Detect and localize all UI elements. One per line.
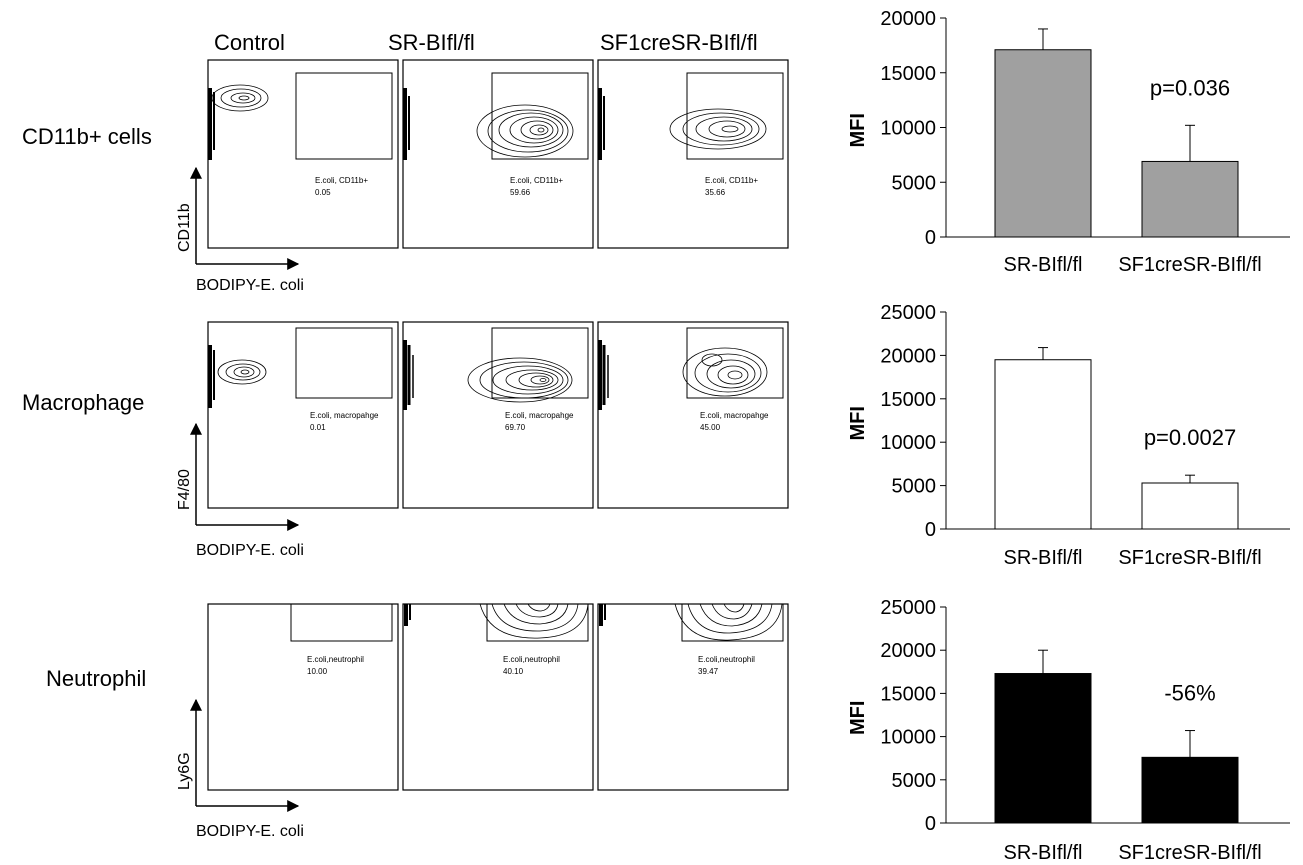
gate-label: E.coli, CD11b+ [510,176,563,185]
gate-box [491,327,589,399]
y-axis-label: F4/80 [176,469,193,510]
y-tick-label: 10000 [880,727,936,749]
gate-value: 59.66 [510,188,531,197]
x-axis-label: BODIPY-E. coli [196,542,304,559]
row-label-neutrophil: Neutrophil [46,666,146,691]
bar-sf1cre [1141,160,1239,238]
y-tick-label: 5000 [892,172,937,194]
bar-chart-macrophage: 0 5000 10000 15000 20000 25000 MFI SR-BIfl/fl SF… [847,302,1290,569]
gate-label: E.coli, macropahge [310,411,379,420]
y-tick-label: 10000 [880,432,936,454]
gate-value: 10.00 [307,667,328,676]
gate-label: E.coli, CD11b+ [705,176,758,185]
gate-value: 45.00 [700,423,721,432]
y-axis-title: MFI [847,113,869,147]
significance-annotation: -56% [1164,681,1215,706]
contour-population [403,340,573,410]
flow-panel-control [207,321,399,509]
y-tick-label: 25000 [880,302,936,324]
y-axis-title: MFI [847,701,869,735]
bar-srbi [994,359,1092,530]
gate-box [686,72,784,160]
bar-sf1cre [1141,756,1239,824]
x-axis-label: BODIPY-E. coli [196,277,304,294]
gate-value: 69.70 [505,423,526,432]
row-label-cd11b: CD11b+ cells [22,124,152,149]
gate-label: E.coli,neutrophil [307,655,364,664]
y-tick-label: 0 [925,227,936,249]
contour-population [598,340,768,410]
x-category-label: SF1creSR-BIfl/fl [1118,254,1261,276]
bar-srbi [994,673,1092,824]
y-tick-label: 20000 [880,345,936,367]
row-label-macrophage: Macrophage [22,390,144,415]
gate-value: 40.10 [503,667,524,676]
y-tick-label: 20000 [880,8,936,30]
column-header-control: Control [214,30,285,55]
bar-sf1cre [1141,482,1239,530]
gate-value: 0.05 [315,188,331,197]
flow-panel-srbi [402,321,594,509]
flow-panel-control [207,59,399,249]
gate-value: 0.01 [310,423,326,432]
column-header-sf1cre: SF1creSR-BIfl/fl [600,30,758,55]
gate-label: E.coli, CD11b+ [315,176,368,185]
significance-annotation: p=0.0027 [1144,425,1236,450]
flow-panel-srbi [402,59,594,249]
contour-population [208,84,269,160]
column-header-srbi: SR-BIfl/fl [388,30,475,55]
gate-label: E.coli, macropahge [505,411,574,420]
gate-box [491,72,589,160]
flow-row-neutrophil: E.coli,neutrophil 10.00 E.coli,neutrophi… [176,603,789,840]
x-category-label: SR-BIfl/fl [1004,547,1083,569]
x-category-label: SF1creSR-BIfl/fl [1118,547,1261,569]
contour-population [208,345,267,408]
bar-chart-cd11b: 0 5000 10000 15000 20000 MFI SR-BIfl/fl SF1creS… [847,8,1290,276]
x-category-label: SR-BIfl/fl [1004,254,1083,276]
y-axis-label: Ly6G [176,752,193,790]
y-tick-label: 0 [925,813,936,835]
gate-box [681,603,784,642]
contour-population [404,603,589,639]
x-axis-label: BODIPY-E. coli [196,823,304,840]
x-category-label: SR-BIfl/fl [1004,842,1083,864]
gate-box [486,603,589,642]
y-tick-label: 20000 [880,640,936,662]
flow-panel-control [207,603,399,791]
y-tick-label: 15000 [880,63,936,85]
flow-panel-sf1cre [597,321,789,509]
contour-population [599,603,783,641]
gate-label: E.coli, macropahge [700,411,769,420]
contour-population [403,88,574,160]
gate-box [295,327,393,399]
y-tick-label: 15000 [880,389,936,411]
bar-srbi [994,49,1092,238]
y-axis-title: MFI [847,406,869,440]
bar-chart-neutrophil: 0 5000 10000 15000 20000 25000 MFI SR-BIfl/fl SF… [847,597,1290,864]
gate-label: E.coli,neutrophil [503,655,560,664]
flow-row-cd11b: E.coli, CD11b+ 0.05 E.coli, CD11b+ 59.66… [176,59,789,294]
gate-value: 39.47 [698,667,719,676]
y-tick-label: 10000 [880,118,936,140]
flow-panel-srbi [402,603,594,791]
gate-box [295,72,393,160]
gate-label: E.coli,neutrophil [698,655,755,664]
y-tick-label: 5000 [892,476,937,498]
y-axis-label: CD11b [176,203,193,252]
contour-population [598,88,767,160]
flow-panel-sf1cre [597,59,789,249]
flow-row-macrophage: E.coli, macropahge 0.01 E.coli, macropah… [176,321,789,559]
gate-value: 35.66 [705,188,726,197]
y-tick-label: 15000 [880,683,936,705]
y-tick-label: 5000 [892,770,937,792]
gate-box [686,327,784,399]
significance-annotation: p=0.036 [1150,75,1230,100]
y-tick-label: 25000 [880,597,936,619]
gate-box [290,603,393,642]
x-category-label: SF1creSR-BIfl/fl [1118,842,1261,864]
y-tick-label: 0 [925,519,936,541]
